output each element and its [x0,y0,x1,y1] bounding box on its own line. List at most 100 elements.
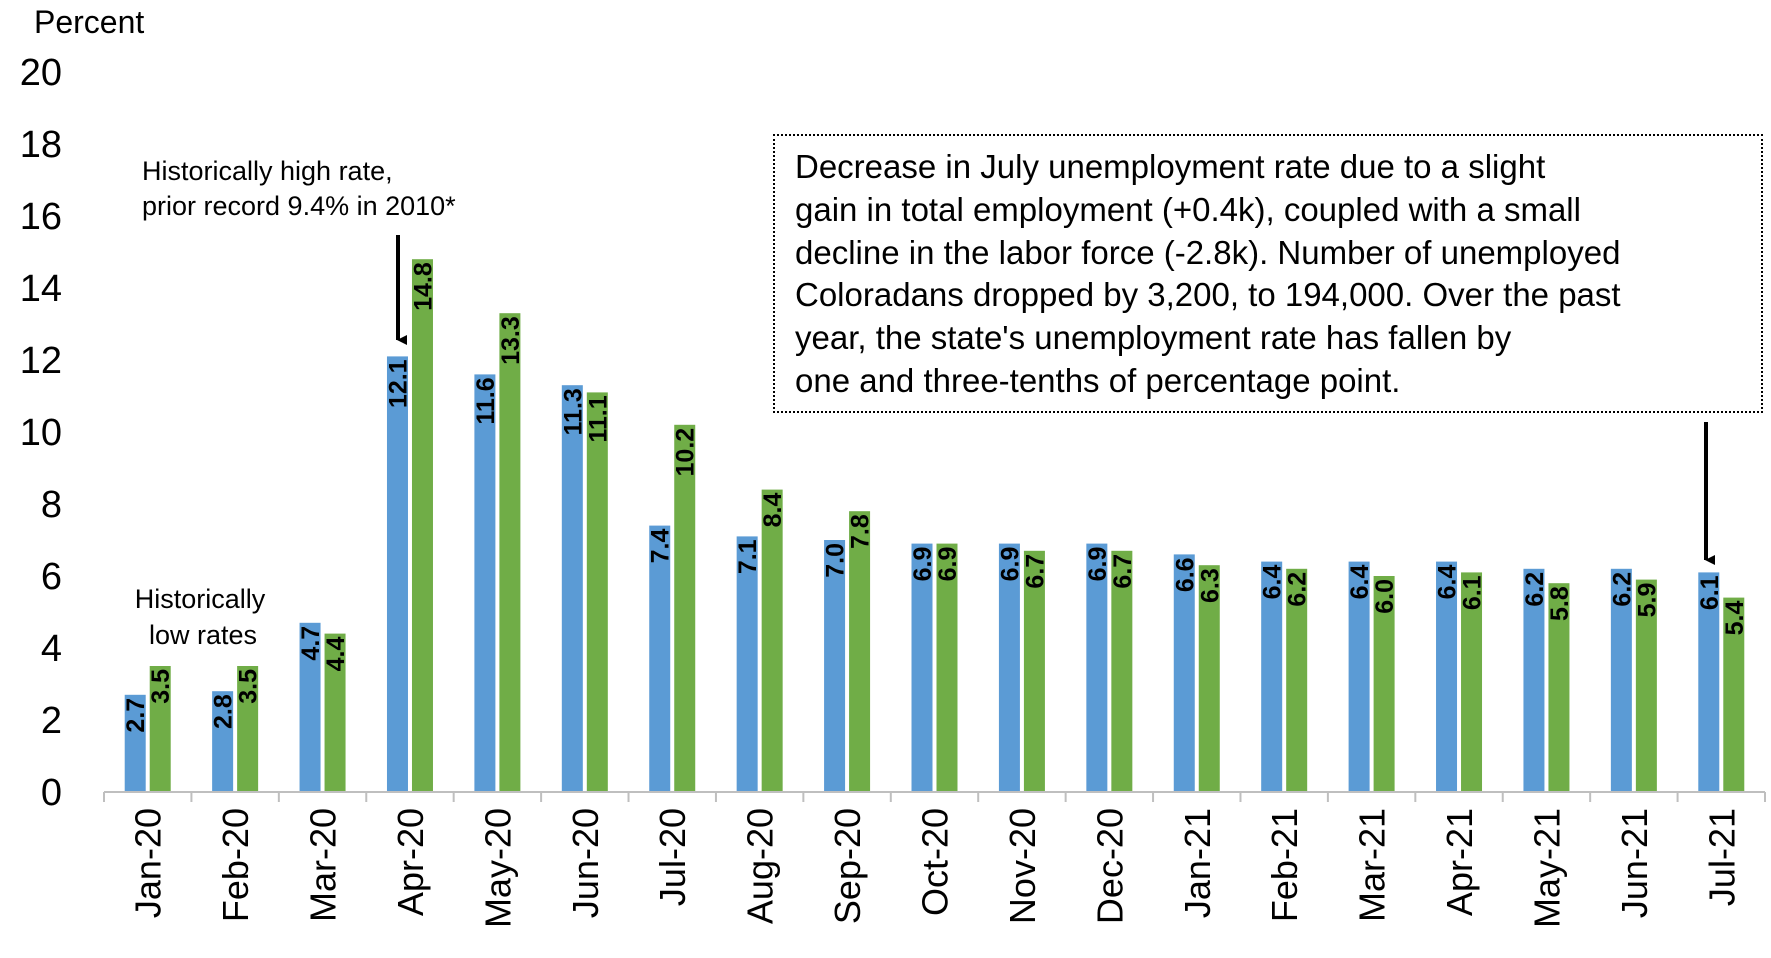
x-tick-label: Jan-20 [128,808,169,918]
bar [911,543,933,792]
y-tick-label: 6 [41,556,62,598]
y-axis-label: Percent [34,4,144,40]
bar [499,313,521,792]
bar [649,525,671,792]
data-label: 6.4 [1346,565,1374,600]
data-label: 13.3 [497,316,525,365]
y-tick-label: 0 [41,772,62,814]
data-label: 3.5 [147,669,175,704]
x-tick-label: May-20 [477,808,518,928]
x-tick-label: Feb-20 [215,808,256,922]
x-tick-label: Feb-21 [1264,808,1305,922]
data-label: 7.1 [734,539,762,574]
data-label: 12.1 [384,359,412,408]
bar [761,489,783,792]
data-label: 6.4 [1434,565,1462,600]
bar [1635,579,1657,792]
callout-line: Coloradans dropped by 3,200, to 194,000.… [795,276,1621,314]
data-label: 6.6 [1171,557,1199,592]
data-label: 2.7 [122,698,150,733]
bar [1086,543,1108,792]
bar [1723,597,1745,792]
y-axis-ticks: 0 2 4 6 8 10 12 14 16 18 20 [20,52,62,814]
bar [1548,583,1570,792]
bar [149,666,171,792]
y-tick-label: 4 [41,628,62,670]
data-labels: 2.7 2.84.712.1 11.6 11.37.4 7.1 7.0 6.9 6.9 6.9 6… [122,262,1749,732]
bar [936,543,958,792]
x-tick-label: Jul-21 [1701,808,1742,906]
bar [1373,576,1395,792]
bar [1261,561,1283,792]
bar [1198,565,1220,792]
bar [586,392,608,792]
y-tick-label: 8 [41,484,62,526]
data-label: 5.8 [1546,586,1574,621]
data-label: 3.5 [235,669,263,704]
callout-line: year, the state's unemployment rate has … [795,319,1512,357]
data-label: 2.8 [210,694,238,729]
data-label: 11.1 [584,395,612,442]
bar [824,540,846,792]
bar [998,543,1020,792]
bar [386,356,408,792]
data-label: 6.3 [1196,568,1224,603]
data-label: 4.7 [297,626,325,661]
bar [1698,572,1720,792]
data-label: 5.4 [1721,601,1749,636]
bar [736,536,758,792]
data-label: 6.9 [934,547,962,582]
bar [1286,568,1308,792]
x-tick-label: Mar-20 [303,808,344,922]
data-label: 6.4 [1259,565,1287,600]
bar [674,424,696,792]
bar [1348,561,1370,792]
data-label: 7.8 [847,514,875,549]
bar [212,691,234,792]
data-label: 6.1 [1459,575,1487,610]
data-label: 5.9 [1633,583,1661,618]
y-tick-label: 14 [20,268,62,310]
callout-line: decline in the labor force (-2.8k). Numb… [795,233,1621,271]
data-label: 8.4 [759,493,787,528]
bar [124,694,146,792]
x-tick-label: Jun-21 [1614,808,1655,918]
x-tick-label: Apr-20 [390,808,431,916]
data-label: 6.0 [1371,579,1399,614]
data-label: 6.9 [1084,547,1112,582]
x-tick-label: Jul-20 [652,808,693,906]
annotation-low-rates-line2: low rates [149,620,257,650]
x-axis-labels: Jan-20 Feb-20 Mar-20 Apr-20 May-20 Jun-20 Jul-… [128,808,1743,928]
x-tick-label: Aug-20 [740,808,781,924]
bar [849,511,871,792]
x-tick-label: Jan-21 [1177,808,1218,918]
data-label: 11.3 [559,388,587,435]
callout-text: Decrease in July unemployment rate due t… [795,146,1757,403]
data-label: 6.9 [996,547,1024,582]
x-tick-label: May-21 [1526,808,1567,928]
bar [561,385,583,792]
y-tick-label: 2 [41,700,62,742]
data-label: 6.7 [1021,554,1049,589]
bar [237,666,259,792]
data-label: 7.4 [647,529,675,564]
x-tick-label: Dec-20 [1089,808,1130,924]
bar [411,259,433,792]
data-label: 6.9 [909,547,937,582]
data-label: 10.2 [672,428,700,477]
x-tick-label: Jun-20 [565,808,606,918]
y-tick-label: 10 [20,412,62,454]
callout-line: gain in total employment (+0.4k), couple… [795,190,1581,228]
annotation-low-rates-line1: Historically [135,584,266,614]
x-tick-label: Oct-20 [915,808,956,916]
bar [324,633,346,792]
bar [1461,572,1483,792]
data-label: 4.4 [322,637,350,672]
callout-line: Decrease in July unemployment rate due t… [795,148,1546,185]
data-label: 6.2 [1284,572,1312,607]
bar [1436,561,1458,792]
bar [1023,550,1045,792]
annotation-high-rate-line1: Historically high rate, [142,156,393,186]
bar [1523,568,1545,792]
